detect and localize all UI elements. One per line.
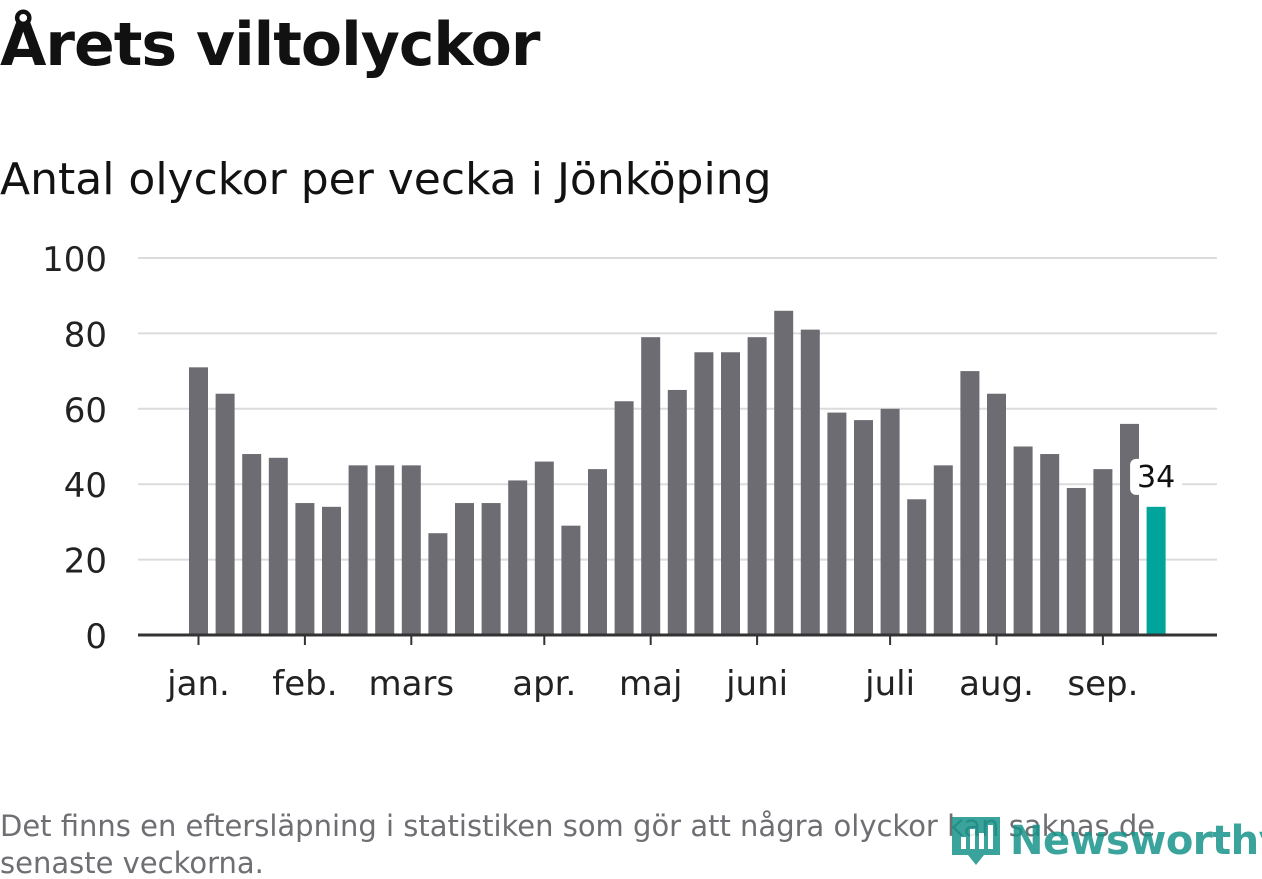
bar-highlight [1146, 506, 1166, 635]
bar [987, 393, 1006, 635]
bar [667, 389, 687, 635]
y-tick-label: 0 [85, 617, 107, 657]
bar [694, 352, 714, 635]
x-tick-label: aug. [959, 664, 1034, 704]
newsworthy-logo-text: Newsworthy [1010, 818, 1262, 864]
bar [907, 499, 927, 635]
bar-chart: 0 20 40 60 80 100 34 jan. feb. mars apr. maj juni jul… [42, 240, 1217, 704]
bar [827, 412, 847, 635]
bar [960, 371, 980, 635]
bar [401, 465, 421, 635]
bar [721, 352, 740, 635]
x-tick-label: feb. [272, 664, 337, 704]
bar [189, 367, 208, 635]
y-tick-label: 60 [64, 391, 107, 431]
data-label-background [1130, 458, 1183, 495]
y-tick-label: 20 [64, 542, 107, 582]
bar [747, 337, 767, 635]
bar [880, 408, 900, 635]
bar [322, 506, 341, 635]
newsworthy-logo-icon [952, 817, 1000, 865]
bar [1013, 446, 1033, 635]
y-tick-label: 80 [64, 315, 107, 355]
bar [933, 465, 953, 635]
bar [295, 503, 315, 635]
bar [508, 480, 528, 635]
bar [268, 457, 288, 635]
data-label: 34 [1137, 460, 1175, 495]
x-tick-label: juni [725, 664, 788, 704]
chart-title: Årets viltolyckor [0, 10, 540, 80]
bar [455, 503, 474, 635]
bar [641, 337, 661, 635]
bar [1040, 454, 1060, 635]
bar [1093, 469, 1113, 635]
chart-subtitle: Antal olyckor per vecka i Jönköping [0, 154, 772, 205]
x-tick-label: mars [368, 664, 454, 704]
bar [242, 454, 262, 635]
bar [800, 329, 820, 635]
bar [1066, 487, 1086, 635]
bar [348, 465, 368, 635]
bar [614, 401, 634, 635]
bar [534, 461, 554, 635]
bar [1120, 423, 1139, 635]
y-tick-label: 40 [64, 466, 107, 506]
bar [588, 469, 607, 635]
x-tick-label: sep. [1067, 664, 1138, 704]
bar [854, 420, 873, 635]
bar [428, 533, 448, 635]
bar [481, 503, 501, 635]
bar [561, 525, 581, 635]
x-tick-label: juli [864, 664, 915, 704]
x-tick-label: maj [619, 664, 682, 704]
x-tick-label: apr. [512, 664, 576, 704]
bar [215, 393, 235, 635]
bar [375, 465, 395, 635]
x-tick-label: jan. [166, 664, 230, 704]
y-tick-label: 100 [42, 240, 107, 280]
newsworthy-logo: Newsworthy [950, 815, 1262, 867]
bar [774, 310, 794, 635]
